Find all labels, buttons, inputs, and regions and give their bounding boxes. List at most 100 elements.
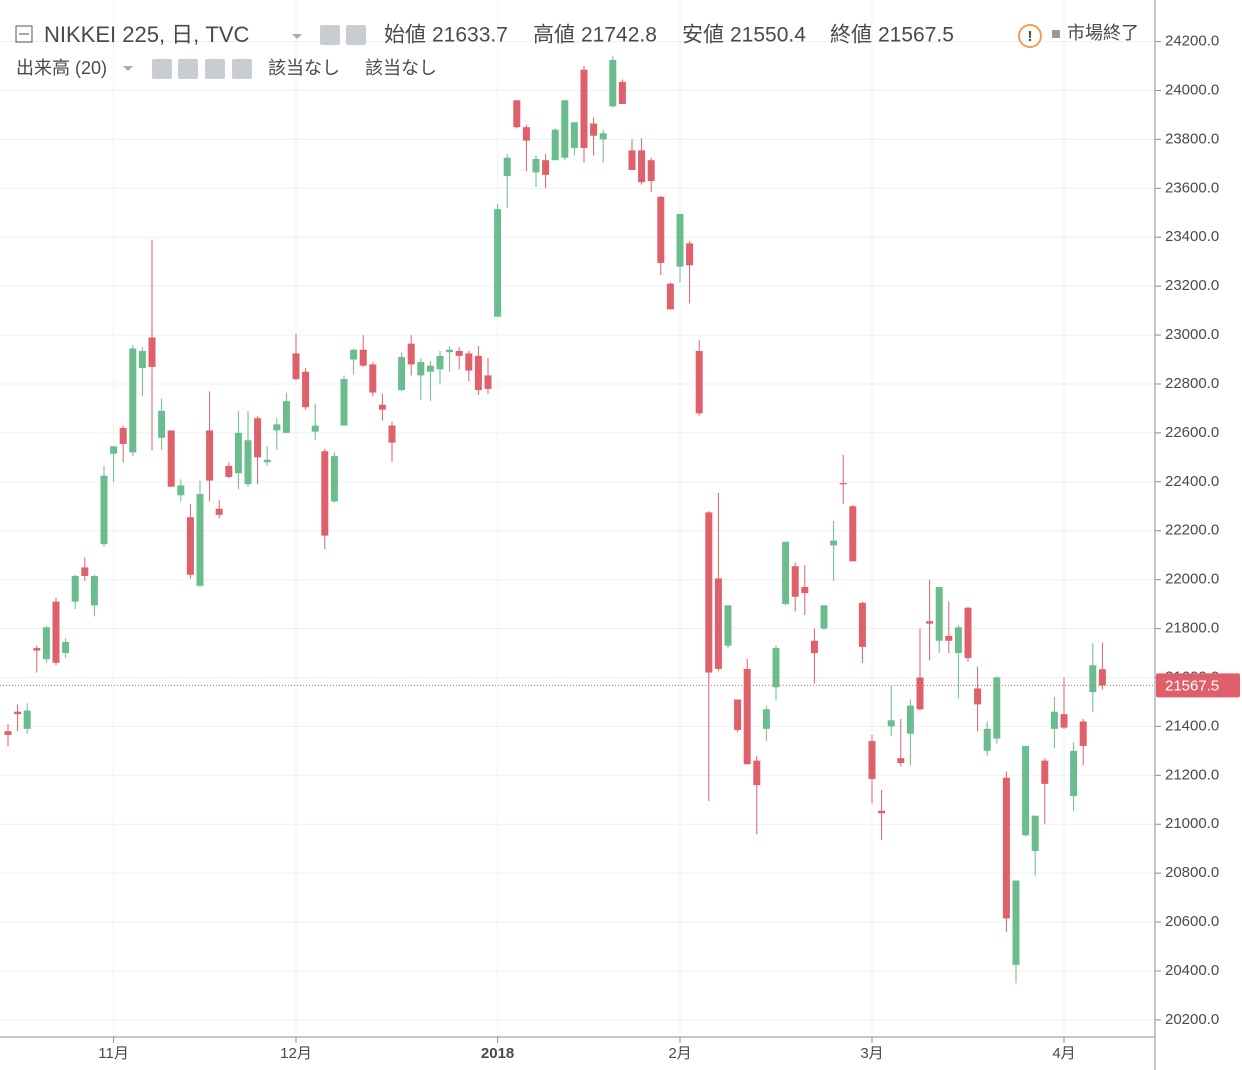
candle-body: [206, 430, 214, 481]
candle-body: [234, 432, 242, 474]
candle-body: [734, 699, 742, 731]
close-value: 21567.5: [878, 24, 954, 47]
candle-body: [964, 607, 972, 658]
candle-body: [1089, 665, 1097, 693]
eye-icon[interactable]: [320, 25, 340, 45]
header: NIKKEI 225, 日, TVC 始値 21633.7 高値 21742.8…: [15, 22, 1139, 79]
x-tick-label: 3月: [860, 1045, 883, 1062]
candle-body: [897, 758, 905, 764]
last-price-label: 21567.5: [1165, 677, 1219, 694]
candle-body: [417, 361, 425, 376]
y-tick-label: 20800.0: [1165, 864, 1219, 881]
candle-body: [638, 150, 646, 183]
candle-body: [782, 541, 790, 605]
candle-body: [71, 575, 79, 602]
candle-body: [551, 129, 559, 161]
alert-icon[interactable]: [1018, 24, 1042, 48]
candle-body: [935, 586, 943, 641]
y-tick-label: 22200.0: [1165, 522, 1219, 539]
y-tick-label: 23400.0: [1165, 228, 1219, 245]
candle-body: [762, 709, 770, 729]
candle-body: [657, 196, 665, 263]
y-tick-label: 22600.0: [1165, 424, 1219, 441]
candle-body: [110, 446, 118, 454]
candle-body: [570, 122, 578, 148]
candle-body: [1012, 880, 1020, 965]
candle-body: [609, 59, 617, 107]
candle-body: [926, 621, 934, 624]
candle-body: [1031, 815, 1039, 852]
y-tick-label: 21000.0: [1165, 815, 1219, 832]
candle-body: [455, 350, 463, 356]
high-value: 21742.8: [581, 24, 657, 47]
candle-body: [590, 123, 598, 136]
candle-body: [263, 459, 271, 463]
candle-body: [407, 343, 415, 365]
candle-body: [724, 605, 732, 646]
low-value: 21550.4: [730, 24, 806, 47]
y-tick-label: 21200.0: [1165, 766, 1219, 783]
y-tick-label: 22400.0: [1165, 473, 1219, 490]
indicator-dropdown[interactable]: [123, 66, 133, 71]
candle-body: [945, 635, 953, 641]
candle-body: [695, 350, 703, 414]
indicator-value: 該当なし: [268, 58, 340, 78]
chart-title: NIKKEI 225, 日, TVC: [44, 22, 250, 47]
candle-body: [292, 353, 300, 380]
candle-body: [177, 485, 185, 496]
candle-body: [484, 375, 492, 389]
candle-body: [705, 512, 713, 673]
candle-body: [474, 355, 482, 391]
candle-body: [225, 465, 233, 477]
candle-body: [561, 100, 569, 158]
candle-body: [714, 578, 722, 669]
y-tick-label: 20600.0: [1165, 913, 1219, 930]
candle-body: [887, 720, 895, 727]
candle-body: [388, 425, 396, 443]
candle-body: [369, 364, 377, 393]
indicator-settings[interactable]: [178, 59, 198, 79]
y-tick-label: 20200.0: [1165, 1011, 1219, 1028]
candle-body: [1079, 721, 1087, 746]
dropdown-arrow[interactable]: [292, 34, 302, 39]
candle-body: [138, 350, 146, 369]
alert-mark: !: [1028, 28, 1033, 45]
collapse-icon[interactable]: [15, 25, 33, 43]
candle-body: [340, 379, 348, 426]
indicator-eye[interactable]: [152, 59, 172, 79]
candles: [0, 56, 1155, 984]
candle-body: [993, 677, 1001, 739]
candle-body: [350, 349, 358, 360]
candle-body: [167, 430, 175, 487]
candle-body: [954, 627, 962, 654]
candle-body: [215, 508, 223, 515]
indicator-add[interactable]: [205, 59, 225, 79]
candle-body: [983, 728, 991, 751]
y-tick-label: 21400.0: [1165, 717, 1219, 734]
candle-body: [830, 540, 838, 546]
candle-body: [359, 349, 367, 366]
y-tick-label: 22000.0: [1165, 571, 1219, 588]
candle-body: [849, 506, 857, 562]
candle-body: [542, 160, 550, 175]
candle-body: [878, 810, 886, 814]
candle-body: [580, 69, 588, 148]
indicator-name: 出来高 (20): [16, 58, 107, 78]
candle-body: [330, 456, 338, 502]
candle-body: [398, 357, 406, 391]
indicator-remove[interactable]: [232, 59, 252, 79]
candle-body: [686, 243, 694, 266]
candle-body: [282, 401, 290, 433]
candle-body: [1098, 669, 1106, 686]
candle-body: [810, 640, 818, 654]
candle-body: [974, 688, 982, 705]
candle-body: [1041, 760, 1049, 784]
candle-body: [129, 348, 137, 453]
candle-body: [494, 209, 502, 317]
settings-icon[interactable]: [346, 25, 366, 45]
y-tick-label: 24000.0: [1165, 81, 1219, 98]
candle-body: [23, 710, 31, 729]
candle-body: [254, 418, 262, 458]
